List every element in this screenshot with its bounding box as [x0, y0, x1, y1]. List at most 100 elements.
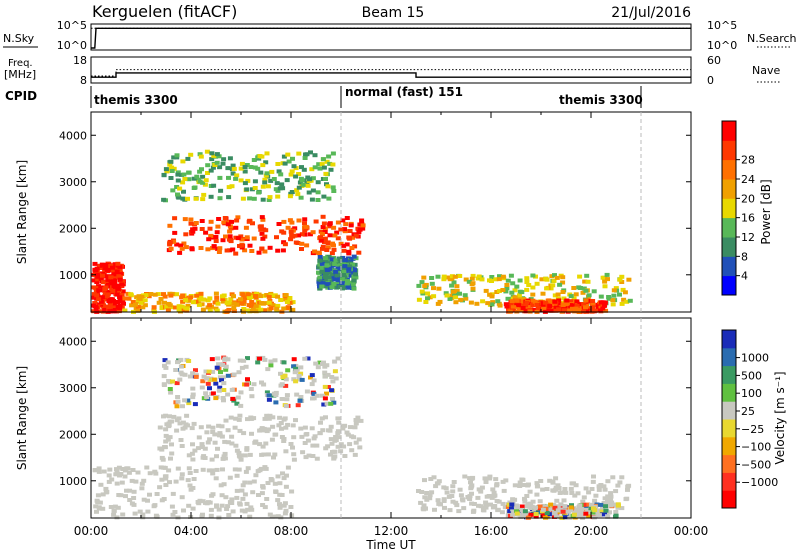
power-cell: [267, 245, 273, 250]
velocity-cell: [178, 357, 184, 362]
power-cell: [257, 154, 263, 158]
velocity-cell: [154, 492, 160, 496]
velocity-cell: [330, 379, 336, 384]
velocity-cell: [178, 438, 184, 442]
velocity-colorbar-swatch: [722, 436, 736, 456]
power-cell: [188, 221, 194, 226]
velocity-cell: [162, 445, 167, 450]
velocity-cell: [166, 423, 172, 428]
power-cell: [535, 305, 541, 310]
velocity-cell: [203, 391, 209, 396]
power-cell: [220, 297, 226, 301]
power-cell: [135, 304, 141, 309]
nsky-tick-top: 10^5: [57, 19, 87, 32]
velocity-cell: [213, 381, 219, 386]
velocity-cell: [266, 397, 272, 402]
power-cell: [326, 255, 332, 259]
power-cell: [345, 259, 351, 264]
velocity-cell: [340, 426, 346, 431]
power-cell: [135, 308, 141, 313]
velocity-colorbar-swatch: [722, 383, 736, 402]
velocity-cell: [483, 480, 489, 484]
velocity-cell: [272, 358, 278, 363]
velocity-cell: [116, 465, 122, 470]
velocity-cell: [613, 489, 619, 494]
velocity-cell: [312, 434, 318, 439]
power-cell: [174, 155, 180, 160]
power-cell: [265, 184, 271, 189]
power-cell: [159, 306, 165, 310]
velocity-cell: [272, 452, 278, 457]
power-cell: [298, 195, 304, 200]
power-cell: [125, 291, 131, 296]
velocity-cell: [260, 444, 266, 449]
power-cell: [155, 292, 161, 297]
power-cell: [242, 181, 248, 186]
velocity-cell: [92, 468, 98, 473]
power-cell: [530, 292, 536, 297]
power-cell: [586, 306, 592, 311]
power-cell: [258, 294, 263, 299]
velocity-cell: [615, 483, 621, 488]
power-cell: [489, 294, 495, 299]
velocity-cell: [232, 467, 238, 472]
power-cell: [198, 291, 204, 296]
power-cell: [283, 293, 289, 298]
power-cell: [586, 293, 592, 298]
power-cell: [176, 304, 182, 309]
velocity-cell: [219, 378, 224, 383]
power-cell: [566, 302, 571, 306]
power-cell: [213, 291, 219, 296]
power-cell: [177, 186, 183, 191]
velocity-cell: [311, 396, 317, 401]
velocity-cell: [321, 402, 327, 407]
power-cell: [287, 194, 293, 199]
velocity-cell: [510, 497, 516, 502]
power-cell: [293, 174, 299, 179]
velocity-cell: [577, 503, 583, 508]
velocity-cell: [190, 371, 196, 376]
power-cell: [212, 163, 218, 167]
power-cell: [310, 176, 316, 181]
power-colorbar-tick-label: 16: [741, 212, 755, 225]
velocity-cell: [185, 423, 191, 428]
power-cell: [99, 262, 105, 267]
power-cell: [322, 236, 328, 241]
power-cell: [564, 298, 570, 303]
velocity-cell: [204, 430, 210, 435]
power-cell: [207, 226, 213, 231]
velocity-cell: [96, 505, 102, 510]
power-cell: [567, 308, 573, 313]
power-cell: [161, 292, 166, 297]
power-cell: [503, 289, 509, 294]
power-cell: [126, 296, 132, 301]
power-colorbar-frame: [721, 120, 737, 296]
velocity-cell: [229, 434, 235, 439]
velocity-cell: [548, 502, 554, 507]
power-cell: [602, 284, 608, 289]
velocity-cell: [298, 395, 304, 399]
velocity-cell: [500, 501, 506, 506]
velocity-cell: [309, 382, 315, 387]
velocity-cell: [247, 480, 253, 485]
velocity-cell: [538, 479, 544, 483]
velocity-cell: [200, 467, 206, 472]
power-cell: [231, 309, 237, 313]
power-cell: [120, 289, 126, 294]
velocity-cell: [214, 504, 220, 509]
power-cell: [264, 171, 270, 176]
velocity-cell: [122, 468, 128, 473]
velocity-cell: [226, 513, 232, 517]
velocity-cell: [265, 481, 271, 485]
velocity-cell: [314, 393, 320, 398]
velocity-cell: [469, 501, 475, 506]
power-cell: [223, 234, 228, 239]
power-cell: [216, 250, 222, 254]
velocity-cell: [178, 364, 184, 369]
velocity-cell: [329, 375, 335, 379]
velocity-cell: [562, 487, 568, 491]
velocity-cell: [131, 489, 137, 494]
velocity-cell: [219, 434, 225, 439]
velocity-cell: [521, 483, 527, 487]
power-cell: [340, 255, 346, 260]
